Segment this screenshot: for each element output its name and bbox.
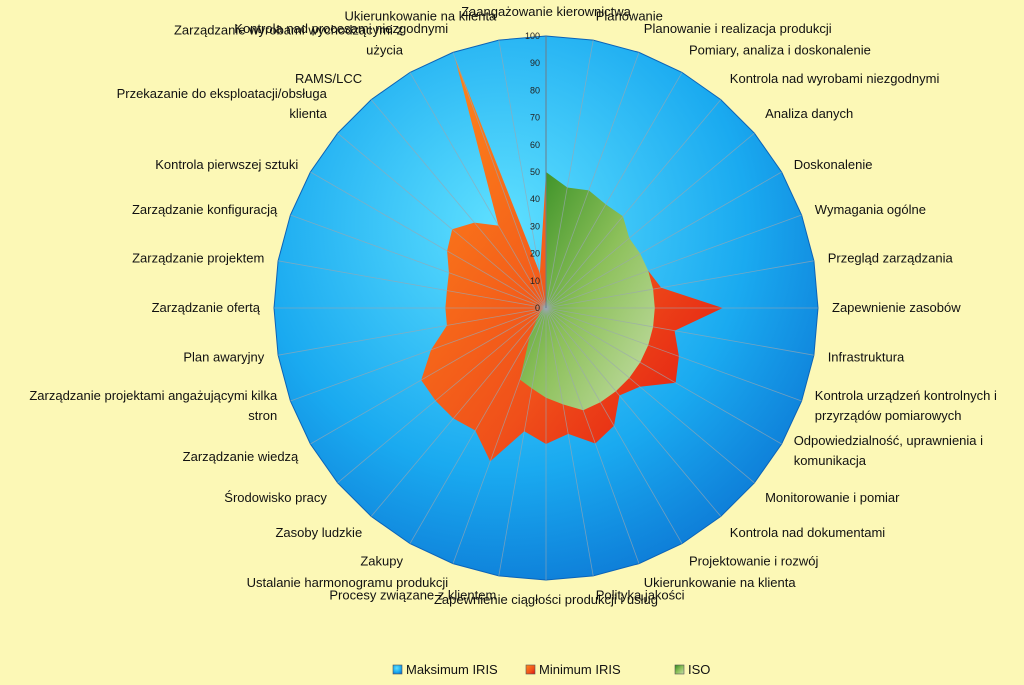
spoke-line — [545, 307, 755, 484]
spoke-line — [337, 307, 547, 484]
spoke-line — [337, 132, 547, 309]
tick-label: 100 — [525, 31, 540, 41]
legend-swatch-maksimum-iris — [392, 664, 403, 675]
category-label: Doskonalenie — [794, 157, 873, 172]
category-label: Zapewnienie zasobów — [832, 300, 961, 315]
category-label: Przegląd zarządzania — [828, 250, 954, 265]
spoke-line — [545, 99, 722, 309]
spoke-line — [545, 214, 802, 309]
category-label: Kontrola pierwszej sztuki — [155, 157, 298, 172]
category-label: Planowanie — [596, 8, 663, 23]
spoke-line — [545, 52, 640, 309]
category-label: Zarządzanie wyrobami wychodzącymi z użyci… — [174, 22, 404, 57]
category-label: Zapewnienie ciągłości produkcji i usług — [434, 592, 658, 607]
category-label: Ukierunkowanie na klienta — [644, 575, 797, 590]
spoke-line — [545, 72, 683, 309]
spoke-line — [310, 171, 547, 309]
category-label: Kontrola nad wyrobami niezgodnymi — [730, 71, 940, 86]
spoke-line — [290, 307, 547, 402]
category-label: Pomiary, analiza i doskonalenie — [689, 42, 871, 57]
spoke-line — [278, 260, 547, 309]
category-label: Zarządzanie konfiguracją — [132, 202, 278, 217]
category-label: Planowanie i realizacja produkcji — [644, 21, 832, 36]
category-label: Zarządzanie projektami angażującymi kilk… — [29, 388, 278, 423]
tick-label: 0 — [535, 303, 540, 313]
tick-label: 10 — [530, 276, 540, 286]
spoke-line — [545, 307, 782, 445]
category-label: Przekazanie do eksploatacji/obsługa klien… — [117, 86, 328, 121]
tick-label: 50 — [530, 167, 540, 177]
category-label: Zarządzanie ofertą — [152, 300, 261, 315]
tick-label: 80 — [530, 85, 540, 95]
category-label: Ustalanie harmonogramu produkcji — [247, 575, 449, 590]
category-label: Kontrola urządzeń kontrolnych i przyrządó… — [815, 388, 997, 423]
category-label: Projektowanie i rozwój — [689, 554, 818, 569]
category-label: Odpowiedzialność, uprawnienia i komunikac… — [794, 433, 983, 468]
spoke-line — [409, 307, 547, 544]
spoke-line — [452, 307, 547, 564]
spoke-line — [545, 307, 802, 402]
legend-label-minimum-iris: Minimum IRIS — [539, 662, 621, 677]
spoke-line — [452, 52, 547, 309]
category-label: Ukierunkowanie na klienta — [345, 8, 498, 23]
category-label: RAMS/LCC — [295, 71, 362, 86]
category-label: Infrastruktura — [828, 350, 905, 365]
spoke-line — [545, 260, 814, 309]
category-label: Zakupy — [360, 554, 403, 569]
category-label: Monitorowanie i pomiar — [765, 490, 900, 505]
spoke-line — [545, 307, 683, 544]
spoke-line — [370, 99, 547, 309]
spoke-line — [545, 171, 782, 309]
category-label: Środowisko pracy — [224, 490, 327, 505]
spoke-line — [545, 132, 755, 309]
tick-label: 20 — [530, 249, 540, 259]
legend-swatch-iso — [674, 664, 685, 675]
spoke-line — [290, 214, 547, 309]
category-label: Zarządzanie wiedzą — [183, 449, 299, 464]
tick-label: 60 — [530, 140, 540, 150]
legend: Maksimum IRIS Minimum IRIS ISO — [392, 662, 710, 677]
tick-label: 90 — [530, 58, 540, 68]
spoke-line — [409, 72, 547, 309]
spoke-line — [545, 40, 594, 309]
radar-axis-layer: 0 10 20 30 40 50 60 70 80 90 100 — [274, 31, 818, 580]
spoke-line — [545, 307, 594, 576]
category-label: Procesy związane z klientem — [329, 588, 496, 603]
spoke-line — [545, 307, 722, 517]
category-label: Kontrola nad dokumentami — [730, 525, 885, 540]
spoke-line — [545, 307, 640, 564]
category-label: Zarządzanie projektem — [132, 250, 264, 265]
tick-label: 30 — [530, 221, 540, 231]
legend-swatch-minimum-iris — [525, 664, 536, 675]
category-label: Zaangażowanie kierownictwa — [461, 4, 632, 19]
category-label: Polityka jakości — [596, 588, 685, 603]
legend-label-maksimum-iris: Maksimum IRIS — [406, 662, 498, 677]
category-label: Plan awaryjny — [183, 350, 264, 365]
category-labels: Zaangażowanie kierownictwaPlanowaniePlan… — [29, 4, 997, 607]
tick-label: 70 — [530, 113, 540, 123]
category-label: Kontrola nad procesami niezgodnymi — [234, 21, 448, 36]
spoke-line — [498, 40, 547, 309]
legend-label-iso: ISO — [688, 662, 710, 677]
spoke-line — [310, 307, 547, 445]
spoke-line — [545, 307, 814, 356]
category-label: Wymagania ogólne — [815, 202, 926, 217]
spoke-line — [278, 307, 547, 356]
category-label: Zasoby ludzkie — [275, 525, 362, 540]
spoke-line — [370, 307, 547, 517]
tick-label: 40 — [530, 194, 540, 204]
category-label: Analiza danych — [765, 106, 853, 121]
spoke-line — [498, 307, 547, 576]
